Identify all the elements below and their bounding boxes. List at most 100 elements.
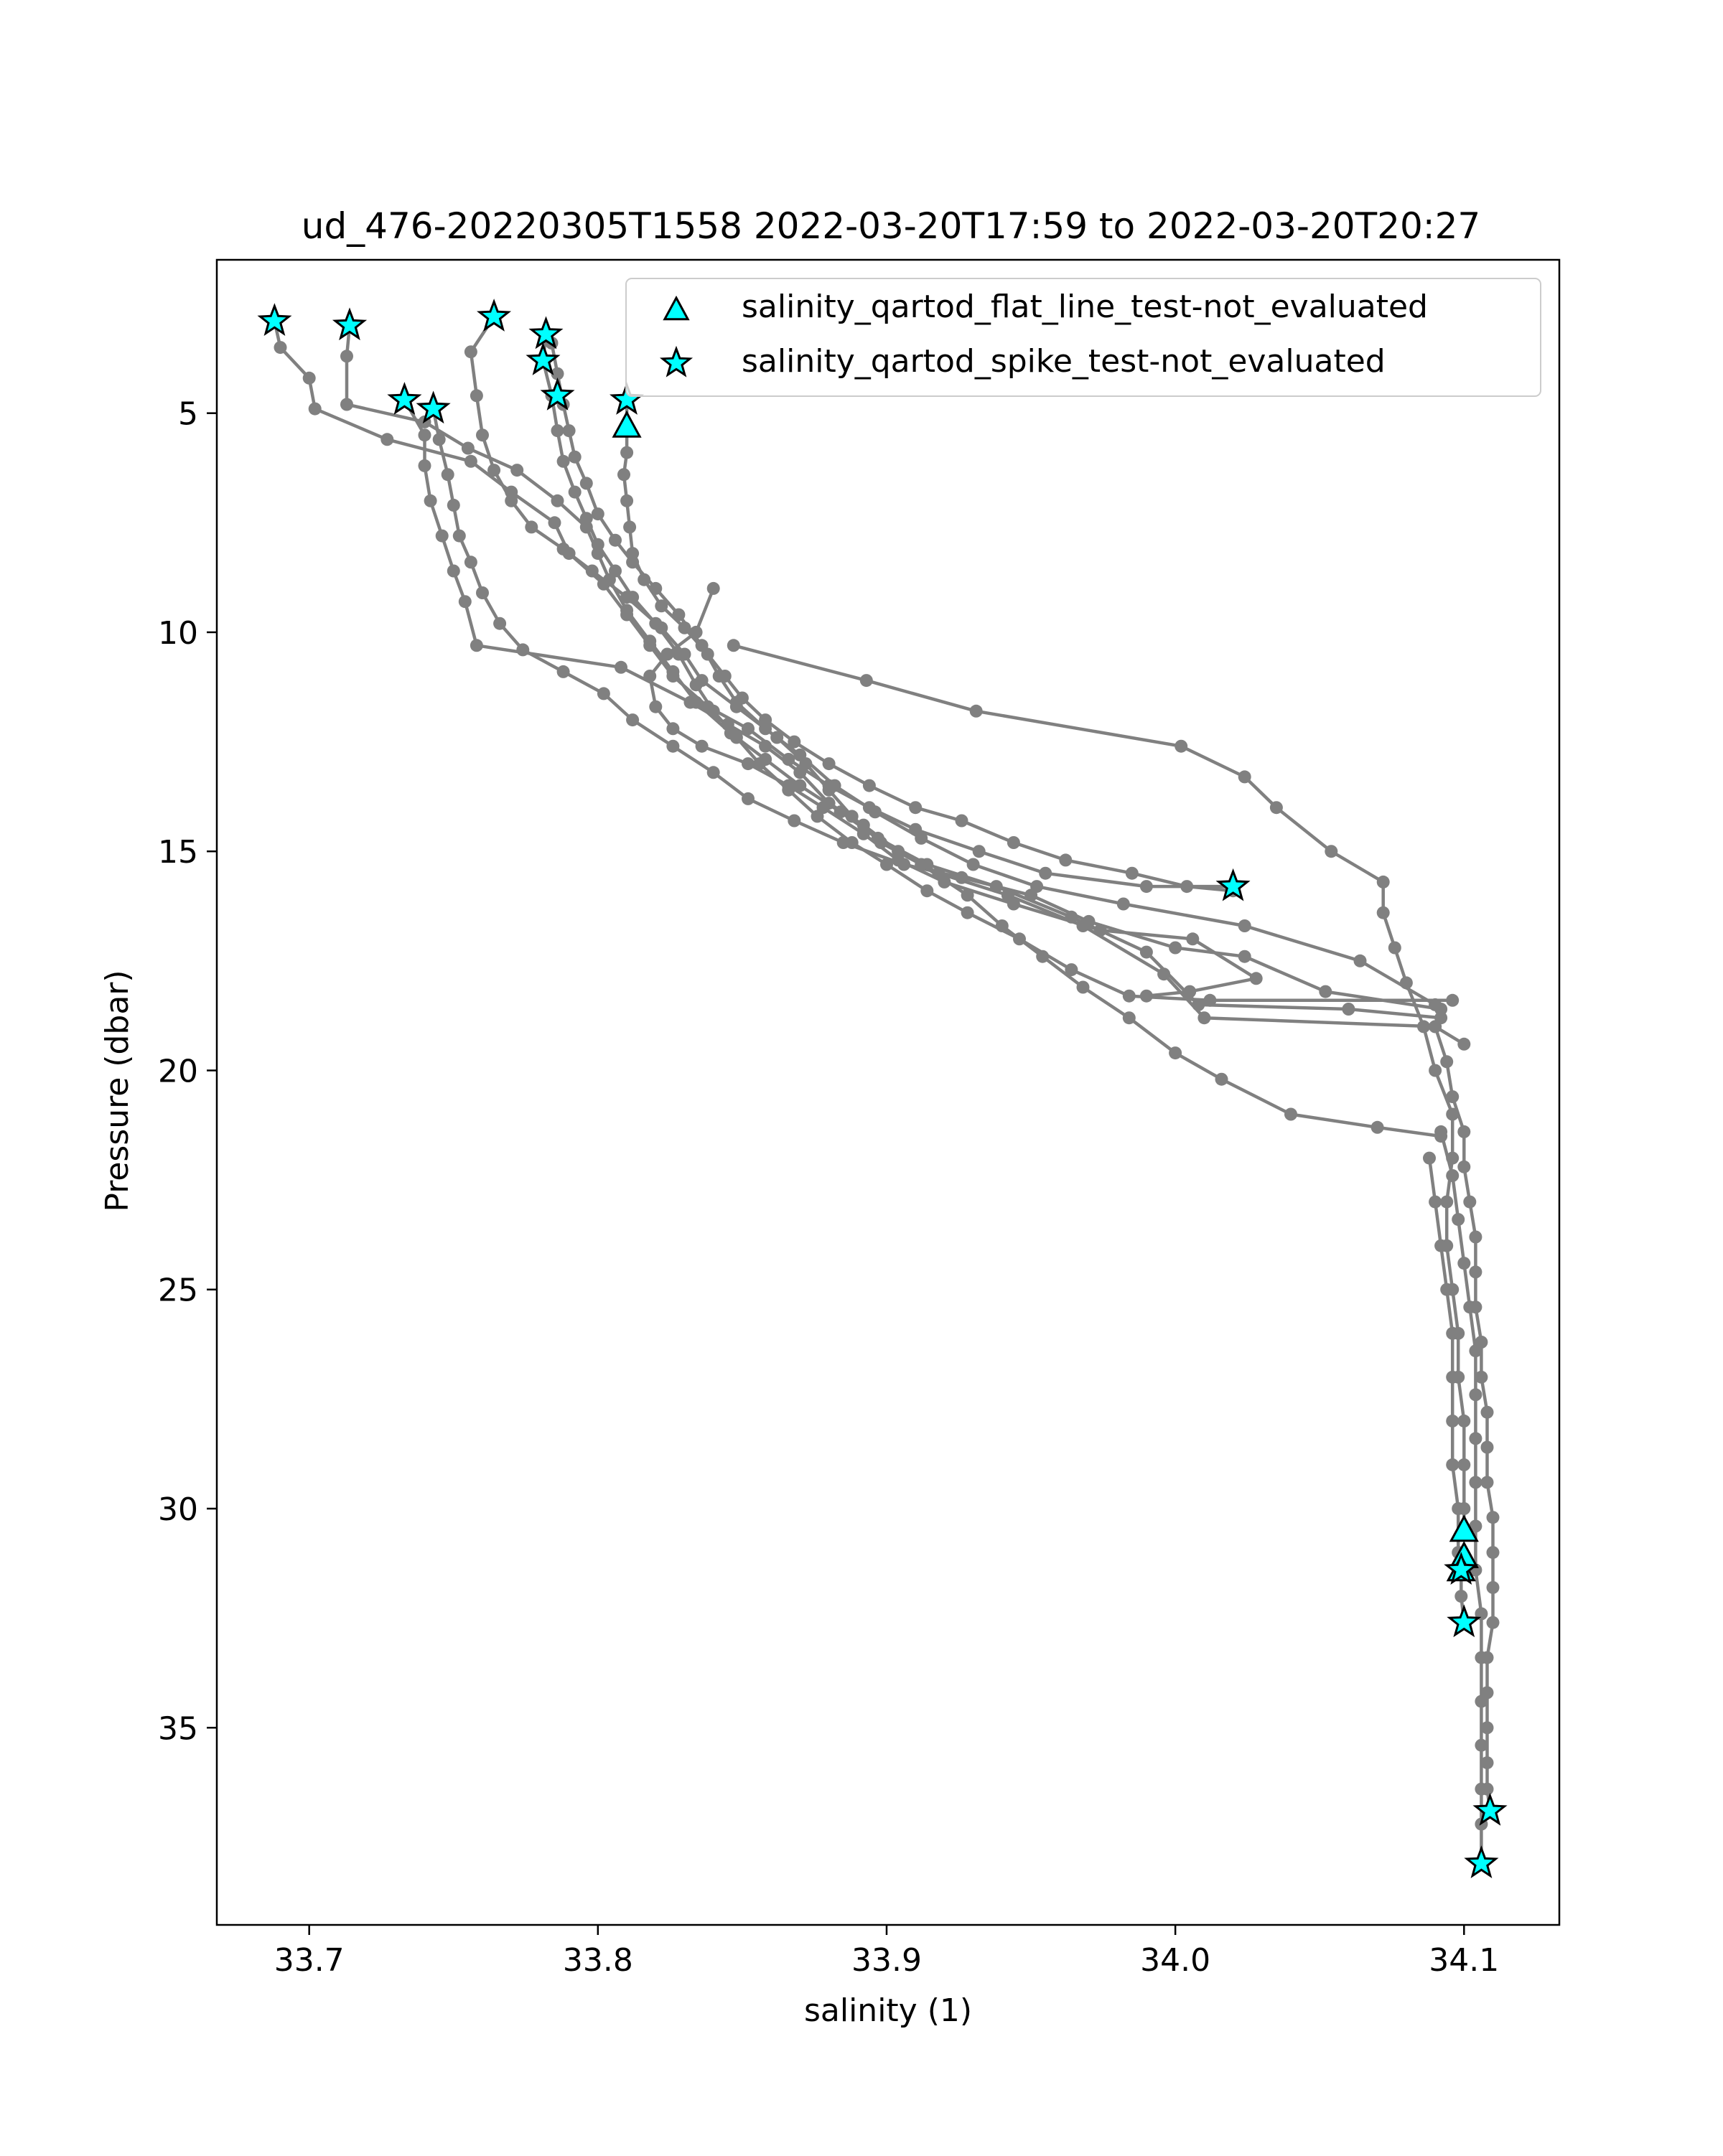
profile-8-point-3 [620, 446, 634, 459]
profile-4-point-3 [441, 468, 454, 482]
profile-13-point-6 [1446, 1370, 1460, 1384]
profile-6-point-5 [556, 454, 570, 468]
profile-12-point-1 [1434, 1125, 1448, 1138]
profile-9-point-5 [649, 700, 663, 713]
flat-line-flag-marker-1 [612, 410, 642, 438]
profile-5-point-9 [585, 564, 599, 578]
profile-9-point-13 [938, 875, 951, 889]
profile-6-point-15 [729, 731, 743, 744]
profile-4-point-10 [556, 665, 570, 678]
profile-11-point-14 [1480, 1476, 1494, 1489]
profile-7-point-19 [915, 831, 928, 845]
x-tick-label: 33.8 [563, 1942, 633, 1979]
profile-12-point-13 [1475, 1651, 1488, 1664]
profile-6-point-19 [845, 836, 859, 849]
profile-10-point-5 [1238, 770, 1251, 784]
profile-11-point-12 [1480, 1405, 1494, 1419]
profile-8-point-21 [1059, 853, 1073, 867]
profile-13-point-4 [1440, 1283, 1454, 1296]
profile-1-point-15 [742, 722, 755, 736]
profile-6-point-21 [920, 884, 934, 898]
profile-10-point-21 [1457, 1414, 1471, 1428]
profile-4-point-12 [626, 713, 640, 727]
profile-3-point-21 [1197, 1011, 1211, 1025]
profile-6-point-22 [961, 906, 974, 919]
profile-13-point-5 [1446, 1326, 1460, 1340]
profile-9-point-2 [689, 625, 703, 639]
profile-3-point-2 [418, 428, 431, 442]
profile-6-point-14 [706, 704, 720, 718]
profile-2-point-2 [340, 350, 353, 363]
profile-8-point-17 [862, 779, 876, 792]
x-axis-label: salinity (1) [804, 1992, 972, 2029]
profile-6-point-9 [609, 564, 622, 578]
profile-8-point-9 [655, 599, 668, 613]
profile-5-point-6 [505, 494, 518, 507]
profile-12-point-10 [1469, 1519, 1482, 1533]
profile-9-point-10 [816, 801, 830, 815]
profile-9-point-3 [660, 647, 674, 661]
y-tick-label: 10 [158, 615, 198, 652]
profile-5-point-2 [464, 345, 477, 359]
x-tick-label: 34.1 [1429, 1942, 1499, 1979]
profile-8-point-4 [617, 468, 630, 482]
profile-4-point-19 [955, 871, 968, 884]
profile-2-point-5 [461, 441, 475, 455]
profile-6-point-26 [1203, 993, 1217, 1007]
profile-2-point-3 [340, 398, 353, 411]
spike-flag-marker-1 [257, 303, 292, 336]
profile-10-point-4 [1175, 739, 1188, 753]
profile-8-point-23 [1180, 880, 1194, 894]
y-tick-label: 20 [158, 1053, 198, 1089]
profile-3-point-9 [615, 660, 627, 674]
profile-4-point-2 [432, 433, 446, 446]
axis-layer: 33.7 33.8 33.9 34.0 34.1 5 10 15 20 25 30 35 [158, 396, 1499, 1979]
profile-7-point-20 [966, 858, 980, 871]
profile-4-point-14 [706, 766, 720, 779]
profile-10-point-8 [1376, 875, 1390, 889]
profile-1-point-3 [302, 371, 316, 385]
profile-3-point-3 [418, 459, 431, 472]
profile-7-point-23 [1238, 919, 1251, 932]
profile-3-point-20 [1157, 967, 1171, 981]
profile-11-point-17 [1486, 1580, 1500, 1594]
profile-9-point-17 [1249, 972, 1263, 985]
profile-13-point-12 [1454, 1590, 1468, 1603]
profile-12-point-14 [1475, 1695, 1488, 1708]
profile-3-point-12 [759, 739, 772, 753]
legend-label-flat-line: salinity_qartod_flat_line_test-not_evalu… [742, 289, 1428, 325]
profile-6-point-24 [1065, 963, 1078, 977]
profile-10-point-16 [1440, 1195, 1454, 1209]
profile-12-point-16 [1475, 1782, 1488, 1796]
profile-1-point-2 [274, 341, 287, 355]
profile-8-point-7 [626, 547, 640, 561]
profile-11-point-7 [1469, 1230, 1482, 1244]
profile-9-point-19 [1139, 989, 1153, 1003]
profile-6-point-10 [626, 591, 640, 604]
profile-3-point-8 [470, 639, 483, 652]
spike-flag-marker-13 [1472, 1793, 1508, 1826]
profile-9-point-1 [706, 581, 720, 595]
profile-13-point-3 [1434, 1239, 1448, 1252]
profile-4-point-4 [447, 498, 460, 512]
profile-10-point-9 [1376, 906, 1390, 919]
profile-7-point-4 [562, 424, 576, 438]
profile-1-point-20 [972, 845, 986, 858]
profile-5-point-28 [1284, 1107, 1297, 1121]
profile-8-point-16 [822, 757, 836, 771]
spike-flag-marker-3 [477, 299, 512, 332]
profile-5-point-4 [476, 428, 489, 442]
spike-flag-marker-12 [1447, 1604, 1482, 1638]
profile-7-point-6 [579, 477, 593, 490]
profile-11-point-16 [1486, 1546, 1500, 1560]
profile-3-point-10 [683, 695, 697, 709]
profile-12-point-3 [1452, 1213, 1465, 1227]
profile-9-point-8 [742, 757, 755, 771]
profile-4-point-15 [742, 792, 755, 805]
profile-8-point-19 [955, 814, 968, 828]
profile-9-point-9 [782, 779, 795, 792]
profile-4-point-9 [516, 643, 530, 657]
profile-4-point-16 [788, 814, 801, 828]
profile-13-point-8 [1446, 1458, 1460, 1471]
